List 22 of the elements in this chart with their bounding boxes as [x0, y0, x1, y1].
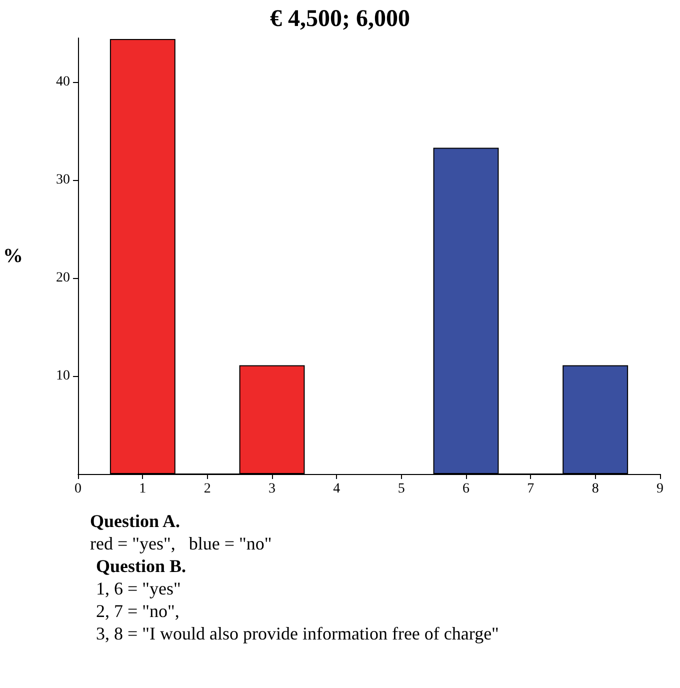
y-axis-title: % — [3, 245, 23, 267]
text: red = "yes", blue = "no" — [90, 534, 272, 554]
x-tick-label: 9 — [656, 482, 664, 496]
y-tick-label: 10 — [56, 368, 70, 384]
text: Question A. — [90, 511, 180, 531]
x-tick-label: 5 — [398, 482, 405, 496]
x-tick-label: 6 — [462, 482, 470, 496]
text: 1, 6 = "yes" — [96, 578, 181, 598]
chart-title: € 4,500; 6,000 — [270, 6, 410, 32]
x-tick-label: 8 — [592, 482, 599, 496]
text: 3, 8 = "I would also provide information free of charge" — [96, 624, 499, 644]
y-tick-label: 20 — [56, 270, 70, 286]
x-tick-label: 7 — [527, 482, 534, 496]
y-tick-label: 40 — [56, 74, 70, 90]
text: 2, 7 = "no", — [96, 601, 180, 621]
x-tick-label: 1 — [139, 482, 146, 496]
x-tick-label: 2 — [204, 482, 211, 496]
text: Question B. — [96, 556, 186, 576]
x-tick-label: 4 — [333, 482, 340, 496]
y-tick-label: 30 — [56, 172, 70, 188]
x-tick-label: 3 — [268, 482, 276, 496]
x-tick-label: 0 — [74, 482, 82, 496]
